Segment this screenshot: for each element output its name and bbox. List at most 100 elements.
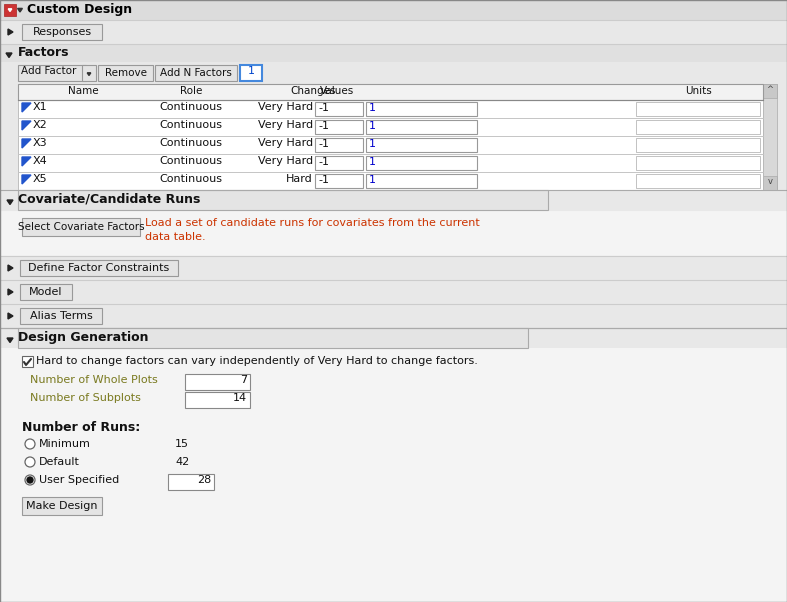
Polygon shape: [8, 289, 13, 295]
Text: -1: -1: [318, 175, 329, 185]
Bar: [636, 102, 760, 116]
Text: Factors: Factors: [18, 46, 69, 59]
Polygon shape: [22, 139, 31, 148]
Text: Changes: Changes: [290, 86, 335, 96]
Bar: [366, 174, 477, 188]
Polygon shape: [6, 53, 12, 58]
Text: Responses: Responses: [32, 27, 91, 37]
Text: Number of Whole Plots: Number of Whole Plots: [30, 375, 157, 385]
Text: Design Generation: Design Generation: [18, 331, 149, 344]
Bar: [240, 65, 262, 81]
Bar: [20, 260, 178, 276]
Text: Very Hard: Very Hard: [258, 120, 313, 130]
Bar: [18, 100, 763, 118]
Bar: [18, 84, 763, 100]
Text: Add N Factors: Add N Factors: [160, 68, 232, 78]
Bar: [18, 65, 86, 81]
Bar: [0, 348, 787, 602]
Bar: [18, 118, 763, 136]
Bar: [18, 172, 763, 190]
Text: 1: 1: [247, 66, 254, 76]
Bar: [763, 84, 777, 190]
Text: Model: Model: [29, 287, 63, 297]
Bar: [0, 280, 787, 304]
Bar: [20, 308, 102, 324]
Bar: [0, 44, 787, 62]
Text: Hard: Hard: [286, 174, 313, 184]
Bar: [636, 174, 760, 188]
Text: Continuous: Continuous: [160, 120, 223, 130]
Polygon shape: [22, 175, 31, 184]
Text: -1: -1: [318, 121, 329, 131]
Text: Covariate/Candidate Runs: Covariate/Candidate Runs: [18, 193, 201, 206]
Bar: [18, 154, 763, 172]
Text: Alias Terms: Alias Terms: [30, 311, 92, 321]
Text: v: v: [767, 177, 773, 186]
Polygon shape: [8, 265, 13, 271]
Circle shape: [27, 477, 33, 483]
Bar: [636, 156, 760, 170]
Text: Very Hard: Very Hard: [258, 138, 313, 148]
Text: X2: X2: [33, 120, 48, 130]
Bar: [18, 136, 763, 154]
Text: -1: -1: [318, 103, 329, 113]
Text: 7: 7: [240, 375, 247, 385]
Circle shape: [25, 439, 35, 449]
Text: Default: Default: [39, 457, 79, 467]
Bar: [0, 256, 787, 280]
Circle shape: [25, 457, 35, 467]
Text: Add Factor: Add Factor: [21, 66, 76, 76]
Text: Very Hard: Very Hard: [258, 156, 313, 166]
Bar: [0, 190, 787, 210]
Text: Custom Design: Custom Design: [27, 3, 132, 16]
Bar: [185, 392, 250, 408]
Bar: [0, 62, 787, 84]
Polygon shape: [7, 200, 13, 205]
Bar: [22, 497, 102, 515]
Bar: [315, 102, 363, 116]
Text: Values: Values: [320, 86, 354, 96]
Bar: [18, 190, 548, 210]
Bar: [185, 374, 250, 390]
Bar: [763, 84, 777, 98]
Polygon shape: [8, 29, 13, 35]
Text: Make Design: Make Design: [26, 501, 98, 511]
Text: 1: 1: [369, 103, 376, 113]
Text: X5: X5: [33, 174, 48, 184]
Text: Continuous: Continuous: [160, 174, 223, 184]
Polygon shape: [17, 8, 22, 12]
Bar: [168, 474, 214, 490]
Bar: [636, 138, 760, 152]
Text: Number of Subplots: Number of Subplots: [30, 393, 141, 403]
Polygon shape: [7, 338, 13, 343]
Bar: [763, 176, 777, 190]
Text: X4: X4: [33, 156, 48, 166]
Polygon shape: [8, 9, 12, 11]
Text: 28: 28: [197, 475, 211, 485]
Text: Hard to change factors can vary independently of Very Hard to change factors.: Hard to change factors can vary independ…: [36, 356, 478, 366]
Bar: [22, 218, 140, 236]
Bar: [20, 284, 72, 300]
Text: Continuous: Continuous: [160, 138, 223, 148]
Circle shape: [25, 475, 35, 485]
Text: 1: 1: [369, 139, 376, 149]
Bar: [155, 65, 237, 81]
Text: ^: ^: [767, 85, 774, 94]
Text: Select Covariate Factors: Select Covariate Factors: [17, 222, 144, 232]
Bar: [315, 156, 363, 170]
Bar: [366, 156, 477, 170]
Text: Minimum: Minimum: [39, 439, 91, 449]
Text: Define Factor Constraints: Define Factor Constraints: [28, 263, 170, 273]
Text: Continuous: Continuous: [160, 102, 223, 112]
Text: Continuous: Continuous: [160, 156, 223, 166]
Bar: [315, 174, 363, 188]
Polygon shape: [8, 313, 13, 319]
Bar: [22, 356, 33, 367]
Text: X3: X3: [33, 138, 48, 148]
Text: -1: -1: [318, 157, 329, 167]
Bar: [82, 65, 96, 81]
Text: Remove: Remove: [105, 68, 146, 78]
Text: 1: 1: [369, 157, 376, 167]
Bar: [18, 328, 528, 348]
Bar: [0, 304, 787, 328]
